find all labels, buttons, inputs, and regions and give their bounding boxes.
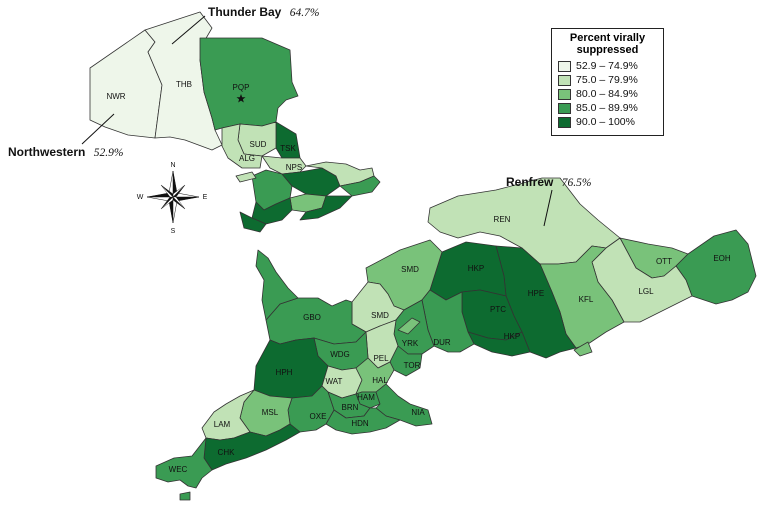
region-GBO-peninsula <box>255 249 299 321</box>
legend-row: 90.0 – 100% <box>558 115 663 129</box>
legend-title-line1: Percent virally <box>569 32 646 44</box>
region-label-HPH: HPH <box>276 368 293 377</box>
inset-manitoulin <box>235 171 257 183</box>
region-label-KFL: KFL <box>579 295 594 304</box>
region-label-YRK: YRK <box>402 339 419 348</box>
legend-row: 85.0 – 89.9% <box>558 101 663 115</box>
region-label-PEL: PEL <box>373 354 389 363</box>
main-map: REN OTT EOH LGL KFL HKP HPE PTC HKP SMD … <box>155 173 757 501</box>
region-ALG <box>221 123 263 169</box>
region-label-EOH: EOH <box>713 254 731 263</box>
region-label-PQP: PQP <box>233 83 250 92</box>
region-NIA <box>375 383 433 427</box>
region-label-HDN: HDN <box>351 419 369 428</box>
legend-swatch <box>558 102 571 114</box>
inset-south-h <box>299 195 353 221</box>
legend-title: Percent virally suppressed <box>552 32 663 56</box>
region-label-REN: REN <box>494 215 511 224</box>
region-label-BRN: BRN <box>342 403 359 412</box>
region-label-HKP-north: HKP <box>468 264 484 273</box>
legend-swatch <box>558 116 571 128</box>
legend-label: 75.0 – 79.9% <box>576 74 638 86</box>
region-label-SUD: SUD <box>250 140 267 149</box>
region-label-THB: THB <box>176 80 192 89</box>
northwestern-leader <box>81 113 115 145</box>
renfrew-leader <box>543 189 553 227</box>
compass-n: N <box>170 162 175 169</box>
region-label-LGL: LGL <box>638 287 654 296</box>
legend-rows: 52.9 – 74.9% 75.0 – 79.9% 80.0 – 84.9% 8… <box>552 59 663 129</box>
region-NPS <box>261 155 307 175</box>
legend-title-line2: suppressed <box>576 44 639 56</box>
region-CHK <box>203 423 301 471</box>
inset-map: NWR THB PQP SUD ALG TSK NPS Thunder Bay … <box>8 3 381 233</box>
region-label-WAT: WAT <box>326 377 343 386</box>
region-label-HKP-south: HKP <box>504 332 520 341</box>
map-legend: Percent virally suppressed 52.9 – 74.9% … <box>551 28 664 136</box>
region-label-SMD-north: SMD <box>401 265 419 274</box>
region-label-WDG: WDG <box>330 350 350 359</box>
region-SUD <box>237 121 277 157</box>
legend-label: 90.0 – 100% <box>576 116 635 128</box>
region-label-HPE: HPE <box>528 289 544 298</box>
region-label-DUR: DUR <box>433 338 451 347</box>
region-label-WEC: WEC <box>169 465 188 474</box>
region-label-OTT: OTT <box>656 257 672 266</box>
legend-row: 80.0 – 84.9% <box>558 87 663 101</box>
pqp-star-marker <box>236 94 246 103</box>
callout-thunder-bay: Thunder Bay 64.7% <box>208 3 320 20</box>
region-label-GBO: GBO <box>303 313 321 322</box>
region-label-SMD-south: SMD <box>371 311 389 320</box>
region-WEC <box>155 437 213 489</box>
compass-rose: N S E W <box>137 162 208 235</box>
region-HDN <box>325 407 401 435</box>
region-label-HAM: HAM <box>357 393 375 402</box>
region-NWR <box>89 29 163 139</box>
region-label-PTC: PTC <box>490 305 506 314</box>
region-label-TSK: TSK <box>280 144 296 153</box>
region-label-HAL: HAL <box>372 376 388 385</box>
region-HKP-south <box>467 331 531 357</box>
region-label-LAM: LAM <box>214 420 231 429</box>
region-LAM <box>201 389 255 441</box>
thunder-bay-leader <box>171 15 206 45</box>
region-label-ALG: ALG <box>239 154 255 163</box>
legend-swatch <box>558 74 571 86</box>
legend-label: 80.0 – 84.9% <box>576 88 638 100</box>
region-label-TOR: TOR <box>404 361 421 370</box>
region-label-NWR: NWR <box>106 92 125 101</box>
callout-northwestern: Northwestern 52.9% <box>8 143 124 160</box>
region-WEC-island <box>179 491 191 501</box>
compass-s: S <box>171 228 176 235</box>
callout-renfrew: Renfrew 76.5% <box>506 173 592 190</box>
inset-south-g <box>239 211 267 233</box>
compass-e: E <box>203 194 208 201</box>
legend-row: 52.9 – 74.9% <box>558 59 663 73</box>
legend-label: 52.9 – 74.9% <box>576 60 638 72</box>
legend-swatch <box>558 60 571 72</box>
region-label-NPS: NPS <box>286 163 302 172</box>
region-label-OXE: OXE <box>310 412 327 421</box>
region-label-CHK: CHK <box>218 448 236 457</box>
legend-row: 75.0 – 79.9% <box>558 73 663 87</box>
region-label-MSL: MSL <box>262 408 279 417</box>
region-label-NIA: NIA <box>411 408 425 417</box>
legend-swatch <box>558 88 571 100</box>
region-SMD-island <box>397 317 421 335</box>
region-KFL-island <box>573 341 593 357</box>
compass-w: W <box>137 194 144 201</box>
legend-label: 85.0 – 89.9% <box>576 102 638 114</box>
